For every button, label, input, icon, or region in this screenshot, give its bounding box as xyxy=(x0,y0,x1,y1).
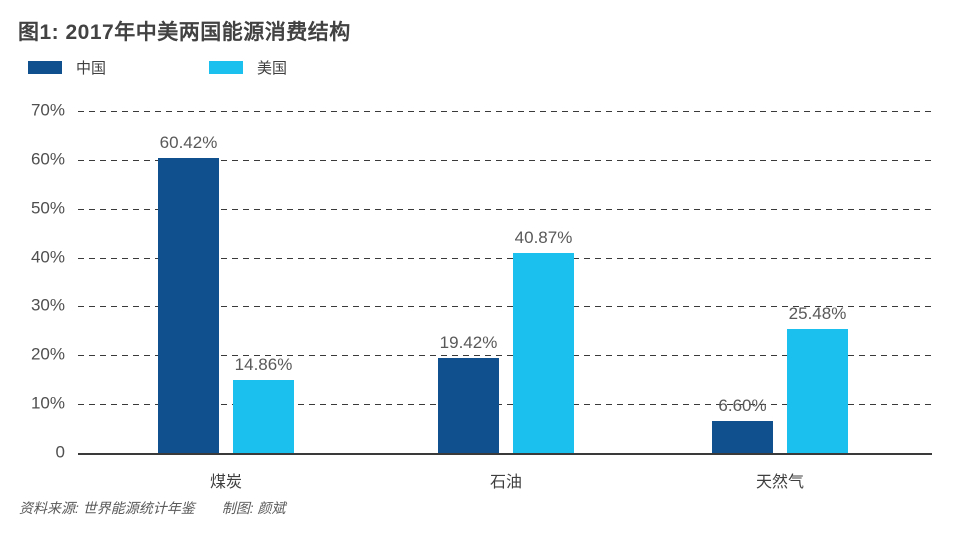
y-tick-30: 30% xyxy=(30,296,65,316)
bar-value-china-coal: 60.42% xyxy=(159,132,218,152)
page-title: 图1: 2017年中美两国能源消费结构 xyxy=(18,21,351,44)
gridline-30 xyxy=(78,306,932,308)
source-note: 资料来源: 世界能源统计年鉴 xyxy=(19,500,195,516)
bar-group-gas: 6.60% 25.48% 天然气 xyxy=(712,111,848,491)
plot-area: 70% 60% 50% 40% 30% 20% 10% 0 60.42% 14.… xyxy=(31,101,932,491)
legend-item-usa: 美国 xyxy=(209,57,287,78)
y-tick-0: 0 xyxy=(55,442,65,462)
legend-label-usa: 美国 xyxy=(257,60,288,77)
footer: 资料来源: 世界能源统计年鉴 制图: 颜斌 xyxy=(19,498,286,518)
gridline-70 xyxy=(78,111,932,112)
gridline-20 xyxy=(78,355,932,357)
bar-cell-china-oil: 19.42% xyxy=(438,111,499,453)
legend-label-china: 中国 xyxy=(76,60,107,77)
bar-usa-oil xyxy=(513,253,574,453)
legend-swatch-usa xyxy=(209,61,244,74)
bar-cell-china-gas: 6.60% xyxy=(712,111,773,453)
gridline-40 xyxy=(78,257,932,259)
bar-cell-usa-gas: 25.48% xyxy=(787,111,848,453)
y-tick-20: 20% xyxy=(30,344,65,364)
y-tick-10: 10% xyxy=(30,393,65,413)
y-tick-50: 50% xyxy=(30,198,65,218)
bar-value-usa-oil: 40.87% xyxy=(514,228,573,248)
bar-china-oil xyxy=(438,358,499,453)
bar-usa-gas xyxy=(787,328,848,453)
credit-note: 制图: 颜斌 xyxy=(221,500,286,516)
legend-item-china: 中国 xyxy=(28,57,106,78)
bar-cell-china-coal: 60.42% xyxy=(158,111,219,453)
bar-cell-usa-oil: 40.87% xyxy=(513,111,574,453)
bar-group-oil: 19.42% 40.87% 石油 xyxy=(438,111,574,491)
bar-value-usa-coal: 14.86% xyxy=(234,355,293,375)
y-tick-70: 70% xyxy=(30,100,65,120)
chart-legend: 中国 美国 xyxy=(28,57,287,78)
y-tick-40: 40% xyxy=(30,247,65,267)
bar-usa-coal xyxy=(233,380,294,453)
category-label-coal: 煤炭 xyxy=(209,474,242,491)
bar-cell-usa-coal: 14.86% xyxy=(233,111,294,453)
category-label-gas: 天然气 xyxy=(755,474,804,491)
bar-china-gas xyxy=(712,420,773,453)
gridline-10 xyxy=(78,404,932,406)
bar-value-usa-gas: 25.48% xyxy=(788,303,847,323)
category-label-oil: 石油 xyxy=(489,474,522,491)
y-tick-60: 60% xyxy=(30,149,65,169)
legend-swatch-china xyxy=(28,61,62,74)
bar-value-china-gas: 6.60% xyxy=(718,395,767,415)
gridline-60 xyxy=(78,159,932,161)
bar-value-china-oil: 19.42% xyxy=(439,333,498,353)
bar-china-coal xyxy=(158,157,219,453)
gridline-50 xyxy=(78,208,932,210)
bar-group-coal: 60.42% 14.86% 煤炭 xyxy=(158,111,294,491)
